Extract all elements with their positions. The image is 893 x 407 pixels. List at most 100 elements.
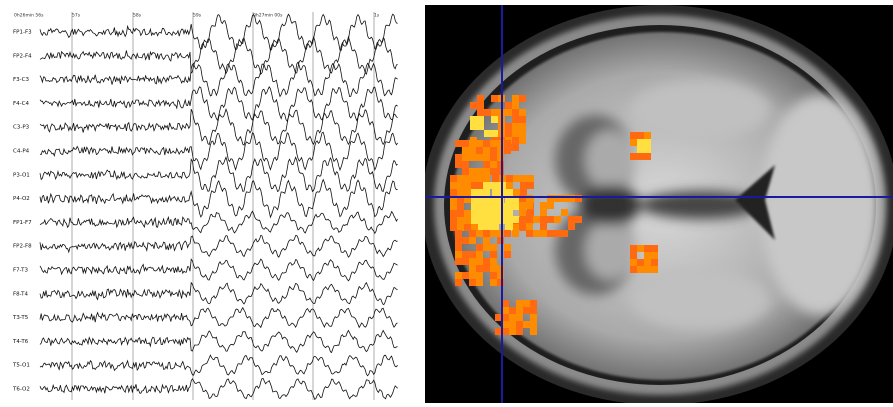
activation-voxel — [455, 244, 462, 251]
brain-structure — [555, 80, 880, 330]
time-label: 0h26min 56s — [14, 13, 44, 19]
figure: 0h26min 56s57s58s59s0h27min 00s1sFP1-F3F… — [0, 0, 893, 403]
channel-label: FP1-F7 — [13, 220, 32, 226]
activation-voxel — [469, 230, 476, 237]
activation-voxel — [513, 189, 520, 196]
activation-voxel — [512, 109, 519, 116]
activation-voxel — [476, 265, 483, 272]
activation-voxel — [520, 189, 527, 196]
activation-voxel — [509, 328, 516, 335]
activation-voxel — [476, 140, 483, 147]
activation-voxel — [506, 182, 513, 189]
activation-voxel — [478, 203, 485, 210]
activation-voxel — [516, 300, 523, 307]
activation-voxel — [450, 224, 457, 231]
activation-voxel — [483, 258, 490, 265]
activation-voxel — [455, 272, 462, 279]
activation-voxel — [512, 123, 519, 130]
activation-voxel — [450, 210, 457, 217]
activation-voxel — [471, 175, 478, 182]
activation-voxel — [512, 137, 519, 144]
activation-voxel — [630, 132, 637, 139]
activation-voxel — [644, 132, 651, 139]
activation-voxel — [455, 154, 462, 161]
channel-label: P3-O1 — [13, 172, 30, 178]
channel-label: FP2-F8 — [13, 244, 32, 250]
activation-voxel — [470, 123, 477, 130]
activation-voxel — [630, 139, 637, 146]
activation-voxel — [490, 161, 497, 168]
activation-voxel — [523, 321, 530, 328]
activation-voxel — [471, 203, 478, 210]
activation-voxel — [533, 216, 540, 223]
activation-voxel — [502, 321, 509, 328]
activation-voxel — [491, 116, 498, 123]
activation-voxel — [509, 314, 516, 321]
activation-voxel — [526, 216, 533, 223]
activation-voxel — [547, 230, 554, 237]
activation-voxel — [651, 266, 658, 273]
activation-voxel — [469, 147, 476, 154]
activation-voxel — [483, 147, 490, 154]
activation-voxel — [470, 116, 477, 123]
activation-voxel — [483, 230, 490, 237]
activation-voxel — [630, 245, 637, 252]
activation-voxel — [554, 230, 561, 237]
activation-voxel — [464, 175, 471, 182]
activation-voxel — [457, 175, 464, 182]
activation-voxel — [462, 168, 469, 175]
activation-voxel — [464, 210, 471, 217]
activation-voxel — [477, 109, 484, 116]
activation-voxel — [502, 300, 509, 307]
activation-voxel — [502, 314, 509, 321]
activation-voxel — [491, 95, 498, 102]
activation-voxel — [490, 147, 497, 154]
activation-voxel — [630, 259, 637, 266]
activation-voxel — [512, 230, 519, 237]
activation-voxel — [506, 175, 513, 182]
activation-voxel — [630, 266, 637, 273]
activation-voxel — [519, 109, 526, 116]
activation-voxel — [464, 182, 471, 189]
activation-voxel — [651, 259, 658, 266]
activation-voxel — [462, 237, 469, 244]
activation-voxel — [485, 203, 492, 210]
activation-voxel — [462, 258, 469, 265]
activation-voxel — [485, 210, 492, 217]
activation-voxel — [484, 109, 491, 116]
activation-voxel — [476, 244, 483, 251]
activation-voxel — [505, 130, 512, 137]
activation-voxel — [485, 217, 492, 224]
activation-voxel — [526, 230, 533, 237]
activation-voxel — [637, 146, 644, 153]
activation-voxel — [491, 109, 498, 116]
activation-voxel — [513, 224, 520, 231]
activation-voxel — [471, 189, 478, 196]
activation-voxel — [490, 230, 497, 237]
activation-voxel — [469, 258, 476, 265]
activation-voxel — [455, 258, 462, 265]
activation-voxel — [477, 102, 484, 109]
activation-voxel — [519, 137, 526, 144]
page: 0h26min 56s57s58s59s0h27min 00s1sFP1-F3F… — [0, 0, 893, 403]
activation-voxel — [469, 154, 476, 161]
activation-voxel — [523, 307, 530, 314]
activation-voxel — [512, 144, 519, 151]
activation-voxel — [476, 279, 483, 286]
time-label: 0h27min 00s — [253, 13, 283, 19]
activation-voxel — [506, 189, 513, 196]
activation-voxel — [462, 272, 469, 279]
activation-voxel — [469, 265, 476, 272]
activation-voxel — [505, 223, 512, 230]
activation-voxel — [519, 116, 526, 123]
activation-voxel — [637, 266, 644, 273]
activation-voxel — [630, 153, 637, 160]
activation-voxel — [455, 279, 462, 286]
activation-voxel — [530, 314, 537, 321]
channel-label: C4-P4 — [13, 149, 30, 155]
activation-voxel — [527, 210, 534, 217]
activation-voxel — [533, 230, 540, 237]
activation-voxel — [464, 217, 471, 224]
activation-voxel — [540, 230, 547, 237]
activation-voxel — [478, 210, 485, 217]
